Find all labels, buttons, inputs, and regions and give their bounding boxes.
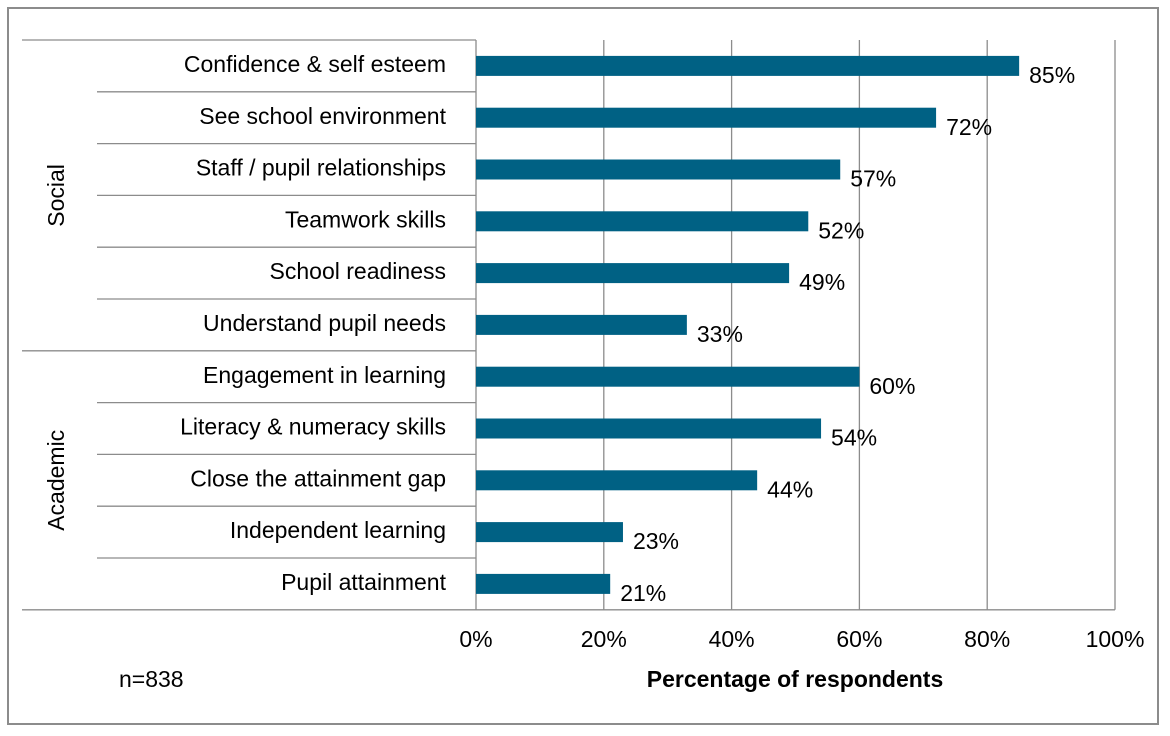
value-label: 57% [850, 166, 896, 192]
tick-label: 0% [459, 626, 492, 652]
bar [476, 418, 822, 439]
category-label: Teamwork skills [285, 206, 446, 232]
gridlines [475, 40, 1116, 610]
tick-label: 80% [964, 626, 1010, 652]
tick-label: 20% [581, 626, 627, 652]
bar [476, 366, 860, 387]
value-label: 60% [869, 373, 915, 399]
group-labels: Social Academic [43, 164, 69, 531]
category-label: Staff / pupil relationships [196, 155, 446, 181]
value-label: 72% [946, 114, 992, 140]
value-label: 85% [1029, 62, 1075, 88]
bar [476, 107, 937, 128]
tick-label: 40% [709, 626, 755, 652]
group-label: Social [43, 164, 69, 227]
value-label: 54% [831, 425, 877, 451]
row-separators [22, 39, 1115, 611]
category-label: See school environment [199, 103, 446, 129]
value-label: 33% [697, 321, 743, 347]
value-label: 49% [799, 269, 845, 295]
value-label: 52% [818, 217, 864, 243]
bar [476, 314, 687, 335]
value-label: 23% [633, 528, 679, 554]
category-label: Independent learning [230, 517, 446, 543]
category-label: Close the attainment gap [190, 465, 446, 491]
category-label: Confidence & self esteem [184, 51, 446, 77]
tick-label: 60% [836, 626, 882, 652]
x-axis-label: Percentage of respondents [647, 666, 944, 692]
bar [476, 263, 790, 284]
bar [476, 470, 758, 491]
value-label: 44% [767, 476, 813, 502]
tick-label: 100% [1086, 626, 1145, 652]
bar [476, 55, 1020, 76]
value-labels: 85% 72% 57% 52% 49% 33% 60% 54% 44% 23% 21% [620, 62, 1075, 606]
category-label: Engagement in learning [203, 362, 446, 388]
category-label: School readiness [270, 258, 446, 284]
category-label: Pupil attainment [281, 569, 447, 595]
category-label: Understand pupil needs [203, 310, 446, 336]
bars [476, 55, 1020, 594]
x-axis-ticks: 0% 20% 40% 60% 80% 100% [459, 626, 1144, 652]
category-labels: Confidence & self esteem See school envir… [180, 51, 446, 595]
bar [476, 211, 809, 232]
value-label: 21% [620, 580, 666, 606]
bar [476, 159, 841, 180]
bar [476, 573, 611, 594]
sample-size-note: n=838 [119, 666, 184, 692]
bar [476, 522, 623, 543]
category-label: Literacy & numeracy skills [180, 414, 446, 440]
group-label: Academic [43, 430, 69, 531]
